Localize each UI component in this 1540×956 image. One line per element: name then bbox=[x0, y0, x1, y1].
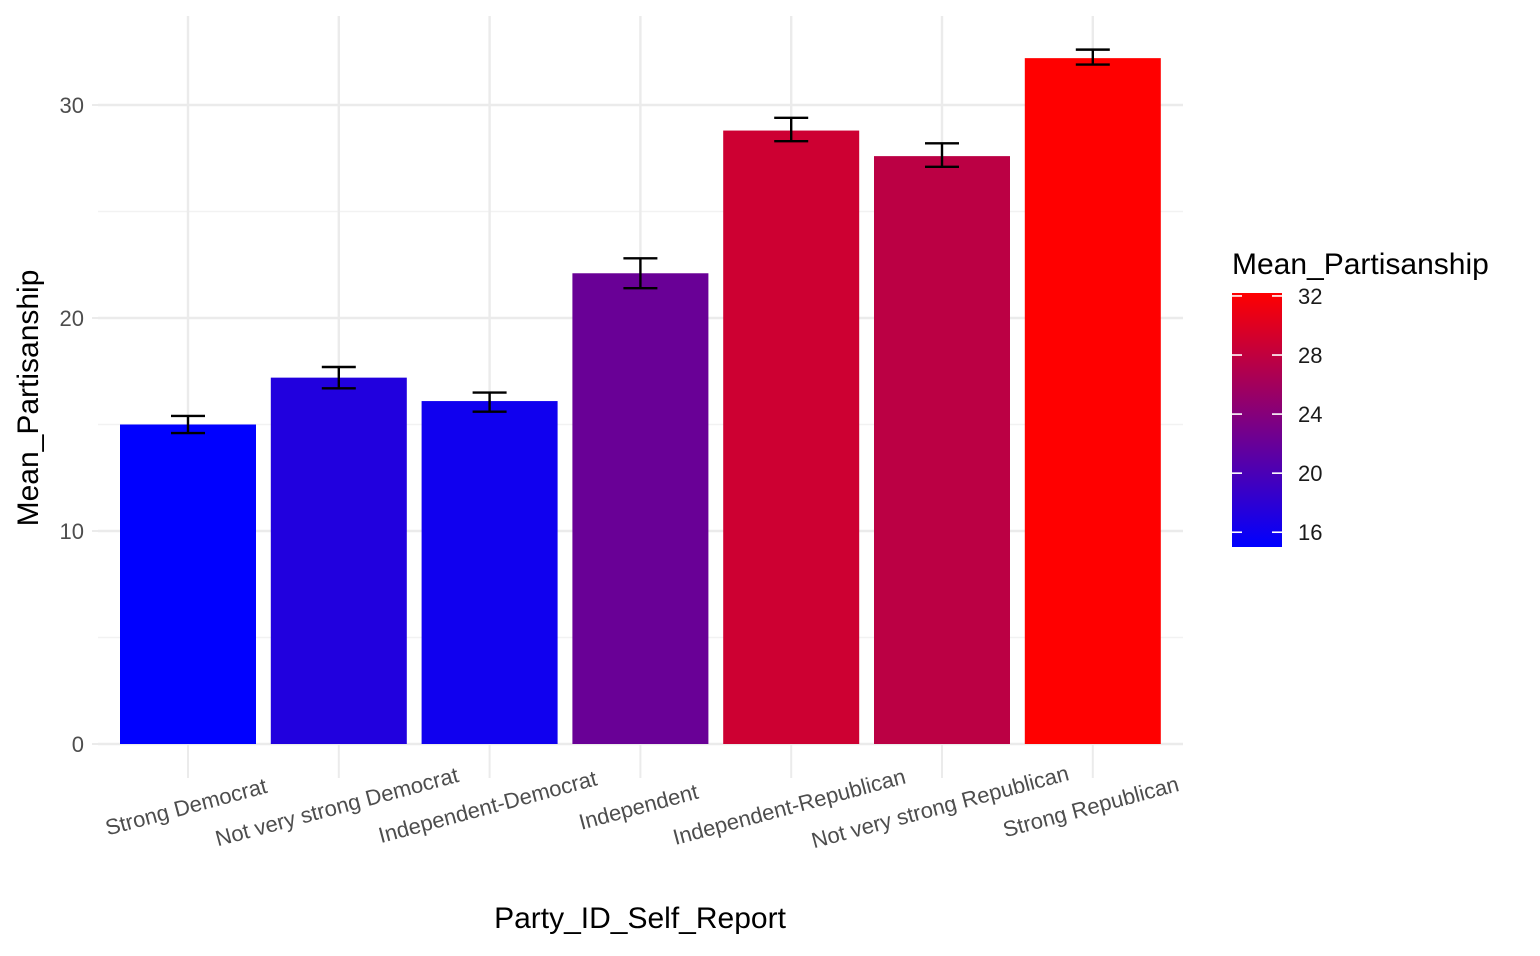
bar bbox=[421, 401, 558, 744]
error-bar bbox=[472, 391, 507, 413]
color-legend: Mean_Partisanship 16 20 24 28 32 bbox=[1232, 248, 1489, 547]
legend-color-bar bbox=[1232, 293, 1282, 547]
bars bbox=[120, 58, 1161, 744]
x-axis-title: Party_ID_Self_Report bbox=[494, 902, 786, 935]
legend-ticks: 16 20 24 28 32 bbox=[1232, 284, 1322, 545]
bar bbox=[1024, 58, 1161, 744]
error-bar bbox=[623, 257, 658, 290]
legend-tick-label: 20 bbox=[1298, 461, 1322, 486]
bar bbox=[572, 273, 709, 744]
x-tick-label: Not very strong Democrat bbox=[213, 762, 462, 851]
legend-tick-label: 16 bbox=[1298, 520, 1322, 545]
y-tick-label: 0 bbox=[72, 732, 84, 757]
y-tick-label: 30 bbox=[60, 93, 84, 118]
error-bar bbox=[1075, 48, 1110, 66]
bar bbox=[270, 377, 407, 744]
legend-title: Mean_Partisanship bbox=[1232, 248, 1489, 281]
error-bars bbox=[171, 48, 1110, 435]
y-tick-labels: 0 10 20 30 bbox=[60, 93, 84, 757]
error-bar bbox=[171, 414, 205, 435]
error-bar bbox=[925, 142, 959, 168]
y-tick-label: 10 bbox=[60, 519, 84, 544]
error-bar bbox=[321, 365, 356, 390]
legend-tick-label: 24 bbox=[1298, 402, 1322, 427]
y-tick-label: 20 bbox=[60, 306, 84, 331]
legend-tick-label: 32 bbox=[1298, 284, 1322, 309]
y-axis-title: Mean_Partisanship bbox=[12, 270, 45, 527]
error-bar bbox=[774, 116, 809, 143]
axis-ticks bbox=[92, 104, 1094, 778]
legend-tick-label: 28 bbox=[1298, 343, 1322, 368]
x-tick-label: Not very strong Republican bbox=[809, 760, 1072, 853]
bar bbox=[120, 424, 256, 744]
bar bbox=[723, 130, 860, 744]
bar bbox=[874, 156, 1010, 744]
